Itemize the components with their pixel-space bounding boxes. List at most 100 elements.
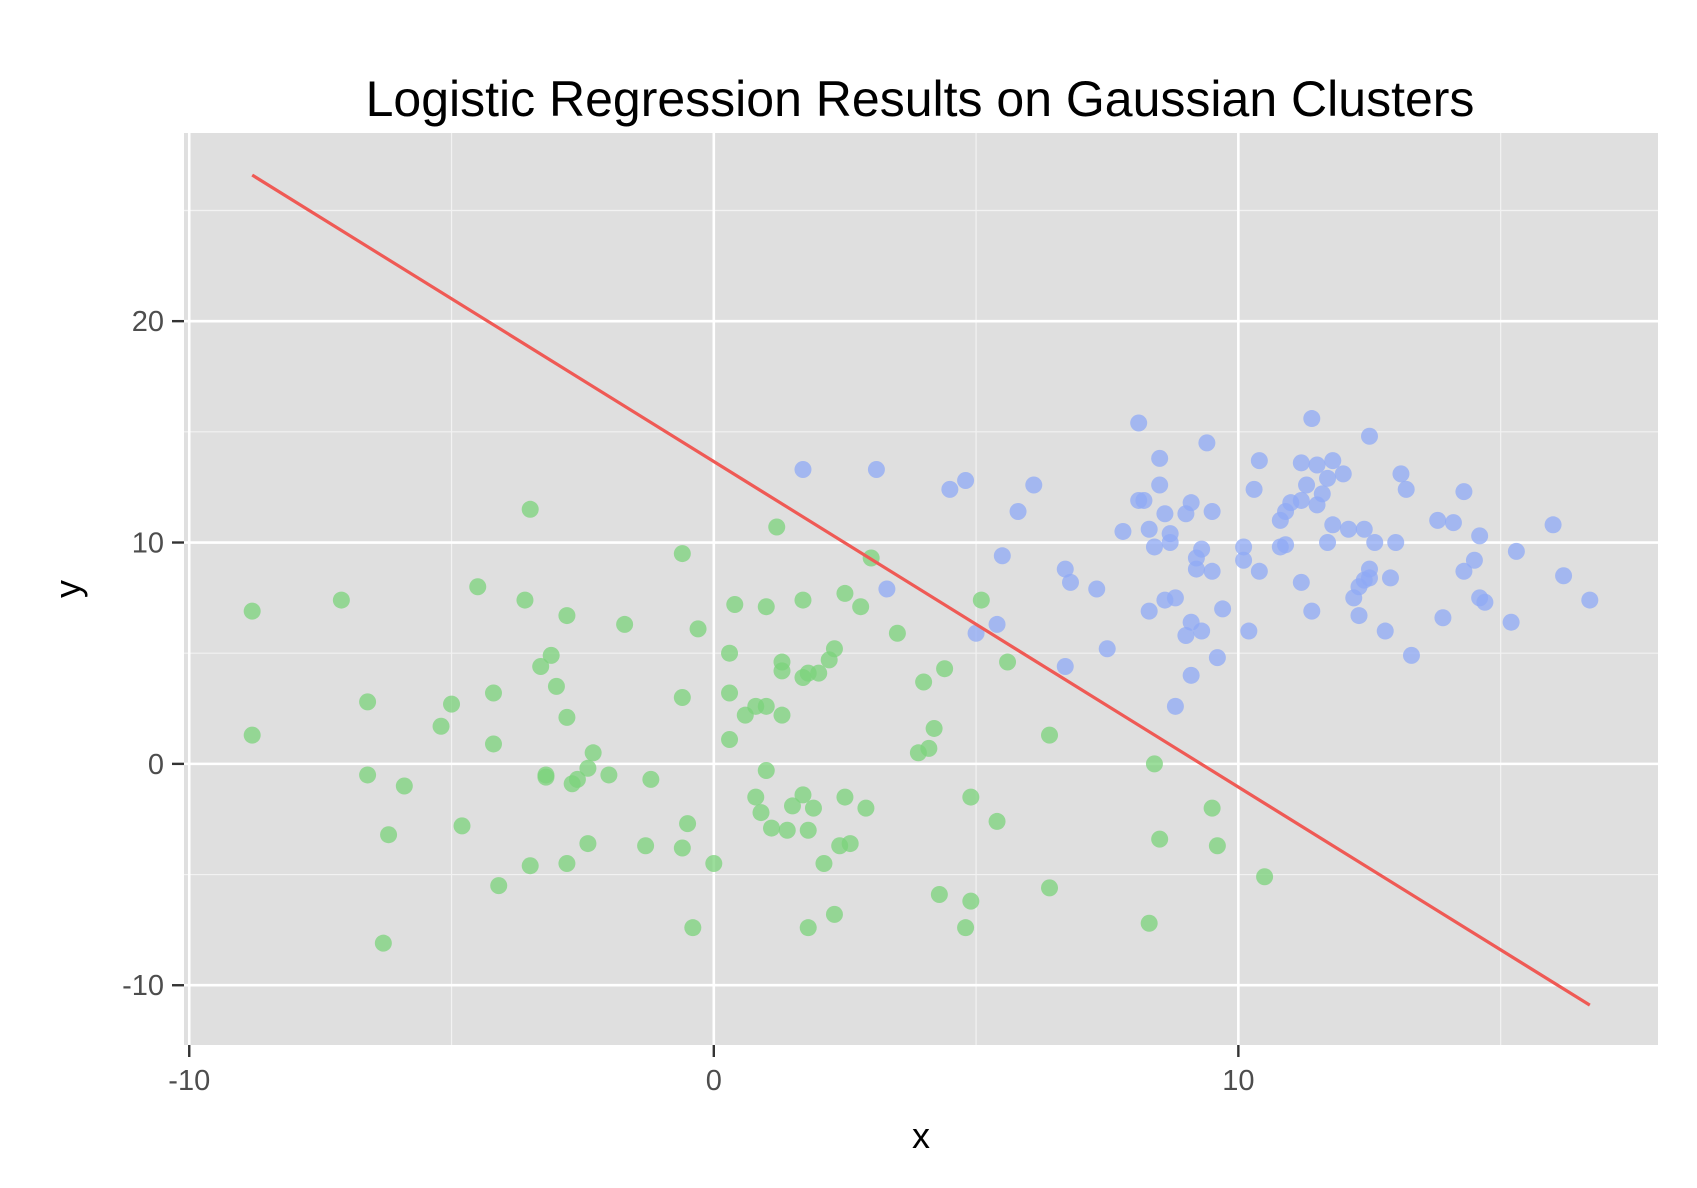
minor-gridlines xyxy=(184,133,1658,1045)
data-point xyxy=(1507,542,1525,560)
data-point xyxy=(993,547,1011,565)
data-point xyxy=(1292,454,1310,472)
data-point xyxy=(443,695,461,713)
data-point xyxy=(1250,562,1268,580)
data-point xyxy=(962,788,980,806)
data-point xyxy=(721,684,739,702)
data-point xyxy=(799,821,817,839)
decision-boundary-line xyxy=(251,173,1591,1007)
data-point xyxy=(1135,491,1153,509)
data-point xyxy=(568,770,586,788)
data-point xyxy=(705,854,723,872)
data-point xyxy=(988,812,1006,830)
data-point xyxy=(852,598,870,616)
data-point xyxy=(1245,480,1263,498)
data-point xyxy=(972,591,990,609)
data-point xyxy=(773,706,791,724)
data-point xyxy=(1009,503,1027,521)
data-point xyxy=(395,777,413,795)
data-point xyxy=(1140,914,1158,932)
data-point xyxy=(1041,726,1059,744)
data-point xyxy=(359,766,377,784)
data-point xyxy=(1360,569,1378,587)
data-point xyxy=(469,578,487,596)
data-point xyxy=(957,919,975,937)
data-point xyxy=(1434,609,1452,627)
data-point xyxy=(579,835,597,853)
data-point xyxy=(915,673,933,691)
data-point xyxy=(1235,551,1253,569)
data-point xyxy=(1303,410,1321,428)
data-point xyxy=(888,624,906,642)
data-point xyxy=(243,602,261,620)
data-point xyxy=(1203,799,1221,817)
data-point xyxy=(836,788,854,806)
data-point xyxy=(547,677,565,695)
data-point xyxy=(637,837,655,855)
data-point xyxy=(673,688,691,706)
major-gridlines xyxy=(184,133,1658,1045)
data-point xyxy=(1340,520,1358,538)
data-point xyxy=(1319,534,1337,552)
data-point xyxy=(1471,527,1489,545)
data-point xyxy=(359,693,377,711)
data-point xyxy=(799,919,817,937)
data-point xyxy=(1324,452,1342,470)
y-tick-label: -10 xyxy=(122,970,164,1002)
data-point xyxy=(1235,538,1253,556)
data-point xyxy=(1465,551,1483,569)
data-point xyxy=(825,905,843,923)
data-point xyxy=(1208,649,1226,667)
data-point xyxy=(867,460,885,478)
data-point xyxy=(1376,622,1394,640)
data-point xyxy=(332,591,350,609)
data-point xyxy=(1140,520,1158,538)
data-point xyxy=(1198,434,1216,452)
data-point xyxy=(768,518,786,536)
data-point xyxy=(930,885,948,903)
data-point xyxy=(1381,569,1399,587)
data-point xyxy=(484,684,502,702)
data-point xyxy=(967,624,985,642)
data-point xyxy=(243,726,261,744)
data-point xyxy=(988,615,1006,633)
data-point xyxy=(1025,476,1043,494)
data-point xyxy=(1140,602,1158,620)
data-point xyxy=(1114,522,1132,540)
data-point xyxy=(1130,414,1148,432)
x-tick-label: 10 xyxy=(1222,1065,1254,1097)
data-point xyxy=(721,644,739,662)
data-point xyxy=(689,620,707,638)
data-point xyxy=(1177,626,1195,644)
data-point xyxy=(532,657,550,675)
data-point xyxy=(1151,476,1169,494)
data-point xyxy=(380,826,398,844)
data-point xyxy=(1256,868,1274,886)
data-point xyxy=(558,854,576,872)
data-point xyxy=(1555,567,1573,585)
data-point xyxy=(999,653,1017,671)
data-point xyxy=(1145,755,1163,773)
data-point xyxy=(558,607,576,625)
data-point xyxy=(1182,494,1200,512)
data-point xyxy=(962,892,980,910)
data-point xyxy=(752,804,770,822)
data-point xyxy=(1061,573,1079,591)
data-point xyxy=(1324,516,1342,534)
data-point xyxy=(1581,591,1599,609)
data-point xyxy=(1250,452,1268,470)
y-axis: -10 0 10 20 xyxy=(122,306,184,1002)
data-point xyxy=(1366,534,1384,552)
data-point xyxy=(747,788,765,806)
chart-title: Logistic Regression Results on Gaussian … xyxy=(366,71,1475,127)
data-point xyxy=(1308,456,1326,474)
data-point xyxy=(1182,666,1200,684)
y-tick-label: 20 xyxy=(132,306,164,338)
data-point xyxy=(1193,622,1211,640)
data-point xyxy=(1476,593,1494,611)
data-point xyxy=(600,766,618,784)
data-point xyxy=(1429,511,1447,529)
data-point xyxy=(558,708,576,726)
data-point xyxy=(1455,483,1473,501)
